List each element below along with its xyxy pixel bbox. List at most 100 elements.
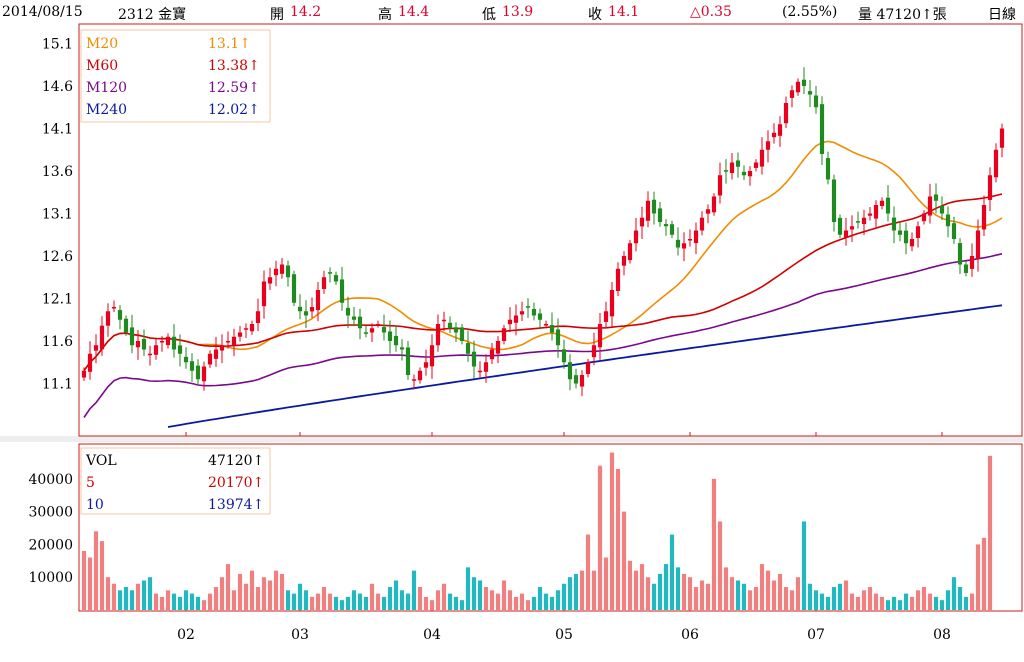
candle-body (243, 328, 249, 330)
candle-body (339, 279, 345, 303)
candle-body (999, 128, 1005, 148)
candle-body (807, 91, 813, 95)
volume-y-axis: 40000 30000 20000 10000 (28, 472, 73, 586)
month-label: 04 (423, 627, 441, 643)
candle-body (171, 336, 177, 350)
candle-body (231, 336, 237, 346)
volume-legend-10-value: 13974↑ (208, 497, 264, 513)
volume-bar (507, 590, 513, 610)
volume-bar (549, 596, 555, 610)
price-tick-label: 14.1 (42, 122, 73, 138)
volume-bar (579, 570, 585, 610)
close-value: 14.1 (608, 4, 640, 20)
volume-bar (831, 587, 837, 610)
candle-body (399, 347, 405, 350)
volume-bar (489, 590, 495, 610)
moving-average-lines (83, 140, 1003, 428)
candle-body (135, 341, 141, 348)
candle-body (117, 310, 123, 320)
open-value: 14.2 (290, 4, 322, 20)
candle-body (105, 311, 111, 326)
candle-body (873, 205, 879, 219)
volume-bar (273, 570, 279, 610)
candle-body (621, 256, 627, 266)
volume-bar (741, 583, 747, 610)
volume-bar (837, 583, 843, 610)
volume-bar (645, 577, 651, 610)
candle-body (459, 327, 465, 341)
volume-bar (147, 577, 153, 610)
volume-bar (537, 587, 543, 610)
candle-body (447, 322, 453, 329)
candle-body (195, 365, 201, 380)
volume-bar (873, 593, 879, 610)
volume-bar (753, 587, 759, 610)
volume-bar (243, 583, 249, 610)
volume-bar (357, 593, 363, 610)
candle-body (153, 345, 159, 355)
volume-bar (819, 593, 825, 610)
candle-body (543, 324, 549, 326)
period-tab[interactable]: 日線 (988, 7, 1016, 23)
close-label: 收 (588, 7, 602, 23)
candle-body (603, 311, 609, 322)
candle-body (693, 230, 699, 244)
candle-body (369, 328, 375, 333)
candle-body (297, 306, 303, 312)
candle-body (699, 217, 705, 231)
candle-body (747, 171, 753, 177)
volume-bar (183, 590, 189, 610)
volume-bar (681, 573, 687, 610)
candle-body (435, 324, 441, 346)
volume-bar (381, 596, 387, 610)
candle-body (273, 268, 279, 276)
volume-bar (87, 557, 93, 610)
volume-bar (249, 570, 255, 610)
candle-body (489, 349, 495, 360)
volume-bar (441, 583, 447, 610)
volume-bar (369, 583, 375, 610)
volume-legend: VOL 47120↑ 5 20170↑ 10 13974↑ (80, 447, 271, 515)
candle-body (675, 239, 681, 248)
volume-bar (555, 590, 561, 610)
candle-body (921, 213, 927, 222)
volume-bar (219, 577, 225, 610)
volume-bar (759, 564, 765, 610)
candle-body (579, 375, 585, 387)
volume-bar (825, 596, 831, 610)
month-label: 08 (933, 627, 951, 643)
candle-body (411, 379, 417, 381)
candle-body (741, 171, 747, 176)
volume-bar (765, 570, 771, 610)
volume-bar (429, 600, 435, 610)
volume-bar (291, 593, 297, 610)
candle-body (363, 332, 369, 334)
candle-body (615, 268, 621, 292)
candle-body (711, 196, 717, 213)
volume-bar (879, 596, 885, 610)
low-value: 13.9 (502, 4, 534, 20)
volume-bar (561, 583, 567, 610)
candle-body (795, 81, 801, 93)
month-label: 03 (291, 627, 309, 643)
volume-bar (471, 577, 477, 610)
volume-bar (693, 587, 699, 610)
volume-bar (411, 570, 417, 610)
volume-bar (897, 600, 903, 610)
volume-panel (78, 443, 1023, 612)
volume-bar (321, 587, 327, 610)
candle-body (861, 217, 867, 225)
candle-body (573, 375, 579, 384)
candle-body (147, 353, 153, 356)
volume-tick-label: 40000 (28, 472, 73, 488)
candle-body (759, 149, 765, 167)
candle-body (333, 275, 339, 282)
volume-bar (201, 600, 207, 610)
price-tick-label: 11.6 (42, 334, 73, 350)
volume-bar (675, 567, 681, 610)
candle-body (261, 281, 267, 307)
price-tick-label: 15.1 (42, 37, 73, 53)
volume-bar (225, 564, 231, 610)
candle-body (651, 199, 657, 214)
